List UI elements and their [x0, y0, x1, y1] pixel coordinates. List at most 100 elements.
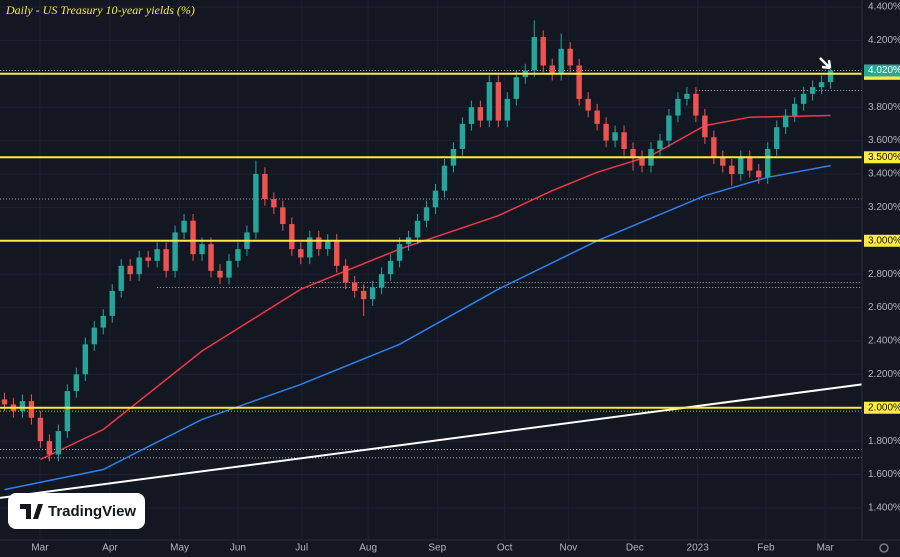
- candle-body: [809, 87, 816, 94]
- candle-body: [55, 431, 62, 455]
- plot-area: [0, 0, 863, 540]
- candle-body: [791, 103, 798, 116]
- candle-body: [46, 441, 53, 455]
- line-series: [40, 114, 831, 461]
- candle-body: [163, 249, 169, 271]
- candle-body: [396, 244, 403, 261]
- candle-body: [738, 157, 744, 174]
- x-tick-label: 2023: [687, 543, 710, 554]
- candle-body: [702, 115, 708, 138]
- candle-body: [298, 249, 304, 258]
- candle-body: [127, 265, 133, 275]
- y-tick-label: 2.600%: [868, 302, 900, 313]
- y-tick-label: 3.400%: [868, 169, 900, 180]
- candle-body: [423, 207, 430, 221]
- candle-body: [756, 170, 762, 178]
- gear[interactable]: [879, 543, 889, 553]
- candle-body: [504, 98, 511, 121]
- candle-body: [28, 401, 35, 418]
- y-tick-label: 1.600%: [868, 469, 900, 480]
- x-tick-label: Apr: [102, 543, 118, 554]
- candle-body: [459, 123, 466, 149]
- candle-body: [217, 270, 223, 278]
- y-tick-label: 3.800%: [868, 102, 900, 113]
- y-tick-label: 2.400%: [868, 336, 900, 347]
- candle-body: [441, 165, 448, 191]
- candle-body: [387, 260, 394, 275]
- level-label-bg: [864, 234, 900, 247]
- candle-body: [495, 82, 502, 121]
- candle-body: [729, 165, 735, 174]
- candle-body: [603, 123, 609, 141]
- brand-text: TradingView: [48, 503, 136, 520]
- line-series: [0, 383, 863, 499]
- candle-body: [468, 107, 475, 124]
- x-tick-label: Nov: [559, 543, 577, 554]
- candle-body: [280, 207, 286, 225]
- candle-body: [19, 401, 26, 412]
- candle-body: [800, 93, 807, 104]
- candle-body: [693, 93, 699, 116]
- candle-body: [477, 107, 484, 121]
- x-tick-label: Aug: [359, 543, 377, 554]
- settings-icon: [879, 543, 889, 553]
- last-price-bg: [864, 64, 900, 77]
- y-tick-label: 3.200%: [868, 202, 900, 213]
- x-tick-label: Jul: [295, 543, 308, 554]
- candle-body: [343, 265, 349, 283]
- candle-body: [334, 240, 340, 266]
- candle-body: [594, 110, 600, 124]
- y-tick-label: 1.800%: [868, 436, 900, 447]
- x-tick-label: Mar: [817, 543, 835, 554]
- candle-body: [639, 157, 645, 166]
- candle-body: [782, 115, 789, 128]
- candle-body: [621, 132, 627, 149]
- level-label-bg: [864, 401, 900, 414]
- candle-body: [325, 240, 331, 250]
- candle-body: [765, 148, 771, 178]
- candle-body: [666, 115, 672, 141]
- x-tick-label: Sep: [428, 543, 446, 554]
- candle-body: [630, 148, 636, 158]
- y-tick-label: 2.800%: [868, 269, 900, 280]
- candle-body: [307, 237, 313, 258]
- candle-body: [378, 274, 385, 288]
- x-tick-label: Dec: [626, 543, 644, 554]
- candle-body: [145, 257, 151, 261]
- x-tick-label: Mar: [31, 543, 49, 554]
- candle-body: [271, 199, 277, 208]
- candle-body: [540, 37, 546, 66]
- level-label: 3.500%: [868, 152, 900, 163]
- logo-icon: [20, 504, 43, 519]
- candle-body: [289, 224, 295, 250]
- candle-body: [774, 127, 780, 149]
- candle-body: [576, 65, 582, 99]
- candle-body: [100, 315, 106, 328]
- candle-body: [818, 82, 825, 88]
- candle-body: [414, 220, 421, 238]
- candle-body: [82, 344, 88, 375]
- chart-title: Daily - US Treasury 10-year yields (%): [5, 3, 195, 17]
- candle-body: [181, 220, 187, 233]
- candle-body: [73, 374, 80, 392]
- line-series: [4, 164, 831, 491]
- candle-body: [486, 82, 493, 121]
- y-tick-label: 2.200%: [868, 369, 900, 380]
- candle-body: [432, 190, 439, 208]
- candle-body: [675, 98, 681, 116]
- candle-body: [747, 157, 753, 171]
- candle-body: [612, 132, 618, 141]
- candle-body: [316, 237, 322, 250]
- candle-body: [109, 290, 115, 316]
- arrow-annotation: [819, 57, 832, 70]
- candle-body: [369, 287, 376, 300]
- watermark: TradingView: [8, 493, 145, 529]
- candle-body: [235, 249, 241, 261]
- candle-body: [136, 257, 142, 275]
- candle-body: [827, 70, 834, 83]
- candle-body: [154, 249, 160, 261]
- y-tick-label: 3.600%: [868, 135, 900, 146]
- candle-body: [37, 417, 44, 442]
